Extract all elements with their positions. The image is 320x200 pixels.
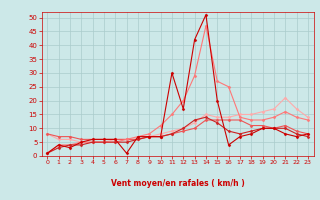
X-axis label: Vent moyen/en rafales ( km/h ): Vent moyen/en rafales ( km/h )	[111, 179, 244, 188]
